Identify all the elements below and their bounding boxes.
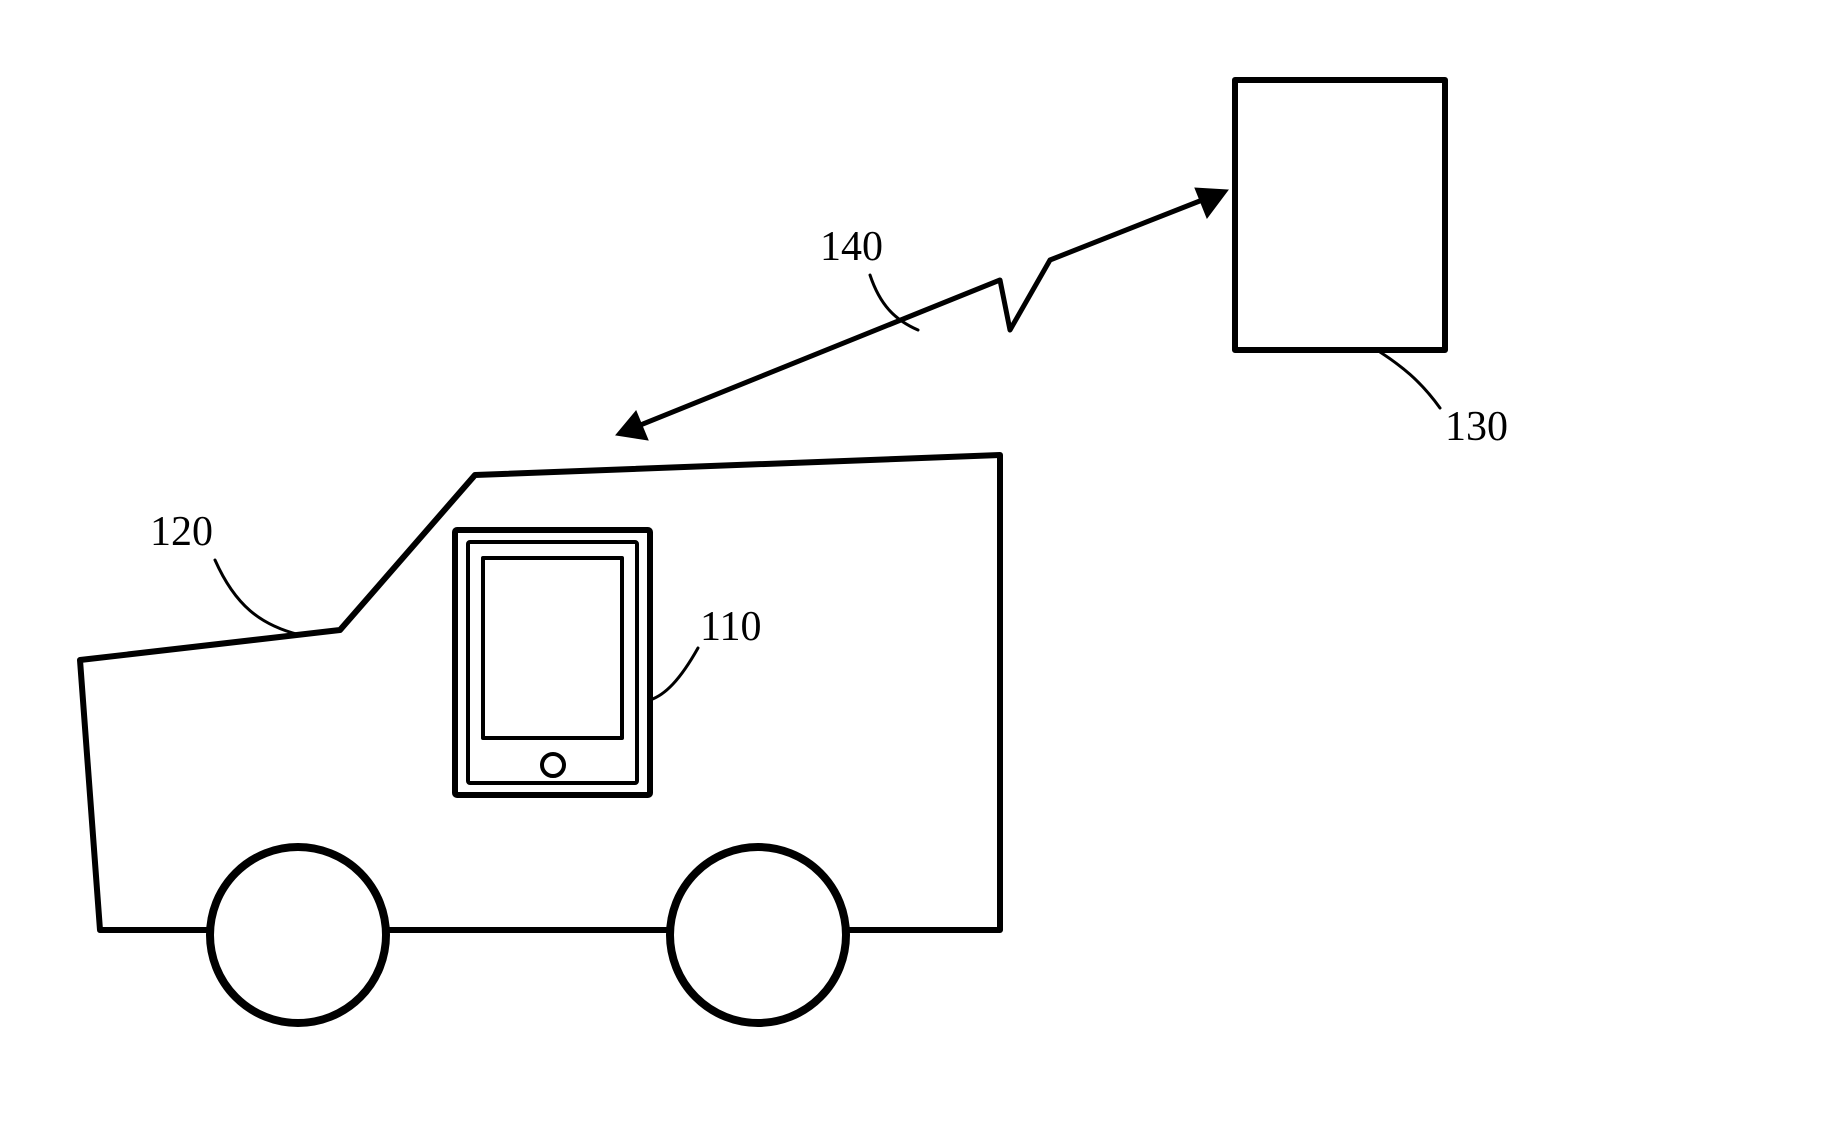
label-140: 140 <box>820 224 883 270</box>
device-screen <box>483 558 622 738</box>
lead-line-130 <box>1380 352 1440 408</box>
remote-box <box>1235 80 1445 350</box>
device-home-button <box>542 754 564 776</box>
comm-link <box>628 195 1215 430</box>
wheel-rear <box>670 847 846 1023</box>
label-110: 110 <box>700 604 761 650</box>
label-120: 120 <box>150 509 213 555</box>
label-130: 130 <box>1445 404 1508 450</box>
wheel-front <box>210 847 386 1023</box>
lead-line-120 <box>215 560 300 635</box>
patent-diagram: 120 110 130 140 <box>0 0 1846 1140</box>
